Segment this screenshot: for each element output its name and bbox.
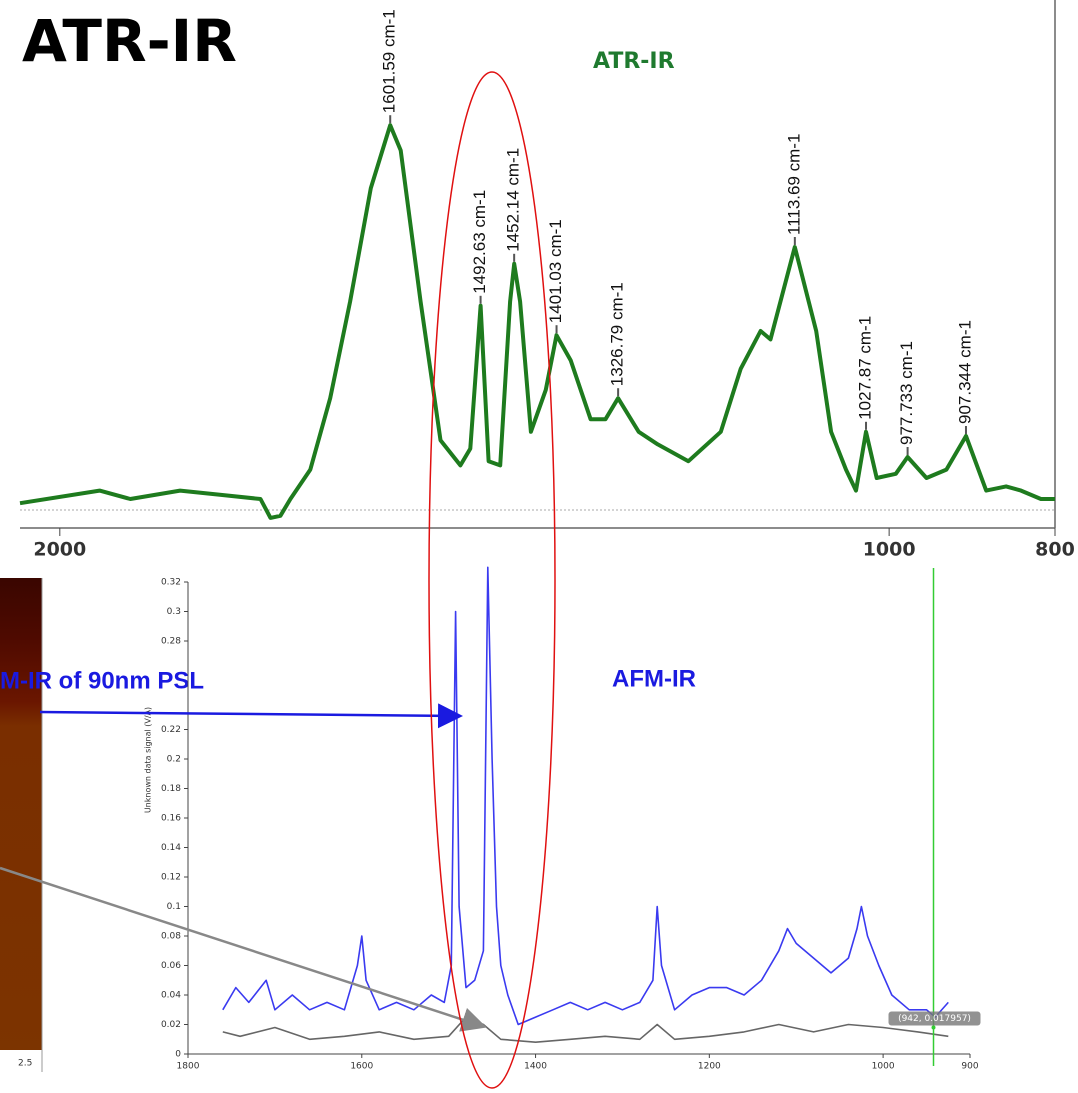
x-tick-label: 2000 (33, 539, 86, 561)
x-tick-label: 1200 (698, 1062, 721, 1072)
annotation-label: (942, 0.017957) (898, 1014, 971, 1024)
chart-title: AFM-IR (612, 665, 696, 692)
peak-label: 1326.79 cm-1 (608, 282, 627, 386)
legend-entry: M-IR of 90nm PSL (0, 667, 204, 694)
peak-label: 1452.14 cm-1 (504, 148, 523, 252)
y-tick-label: 0.18 (161, 784, 181, 794)
y-tick-label: 0.08 (161, 932, 181, 942)
y-tick-label: 0.28 (161, 637, 181, 647)
peak-label: 1401.03 cm-1 (546, 219, 565, 323)
y-tick-label: 0.1 (167, 902, 181, 912)
background (0, 0, 1078, 1093)
peak-label: 1601.59 cm-1 (380, 9, 399, 113)
peak-label: 907.344 cm-1 (955, 320, 974, 424)
peak-label: 1027.87 cm-1 (856, 316, 875, 420)
x-tick-label: 1400 (524, 1062, 547, 1072)
y-tick-label: 0.06 (161, 961, 181, 971)
peak-label: 1492.63 cm-1 (470, 190, 489, 294)
y-tick-label: 0.02 (161, 1020, 181, 1030)
x-tick-label: 900 (961, 1062, 978, 1072)
x-tick-label: 800 (1035, 539, 1075, 561)
cursor-point (932, 1026, 936, 1030)
chart-title: ATR-IR (22, 7, 237, 75)
peak-label: 1113.69 cm-1 (784, 134, 803, 235)
afm-image (0, 578, 42, 1072)
y-axis-label: Unknown data signal (V/A) (144, 707, 153, 813)
x-tick-label: 1600 (350, 1062, 373, 1072)
y-tick-label: 0.3 (167, 607, 181, 617)
y-tick-label: 0.04 (161, 991, 181, 1001)
y-tick-label: 0.12 (161, 873, 181, 883)
y-tick-label: 0.14 (161, 843, 181, 853)
y-tick-label: 0.2 (167, 755, 181, 765)
y-tick-label: 0.16 (161, 814, 181, 824)
y-tick-label: 0 (175, 1050, 181, 1060)
x-tick-label: 1000 (872, 1062, 895, 1072)
figure: 2.5 ATR-IR ATR-IR AFM-IR M-IR of 90nm PS… (0, 0, 1078, 1093)
x-tick-label: 1800 (177, 1062, 200, 1072)
peak-label: 977.733 cm-1 (897, 341, 916, 445)
image-scale-label: 2.5 (18, 1059, 32, 1069)
legend-entry: ATR-IR (593, 49, 675, 74)
x-tick-label: 1000 (863, 539, 916, 561)
y-tick-label: 0.32 (161, 578, 181, 588)
y-tick-label: 0.22 (161, 725, 181, 735)
